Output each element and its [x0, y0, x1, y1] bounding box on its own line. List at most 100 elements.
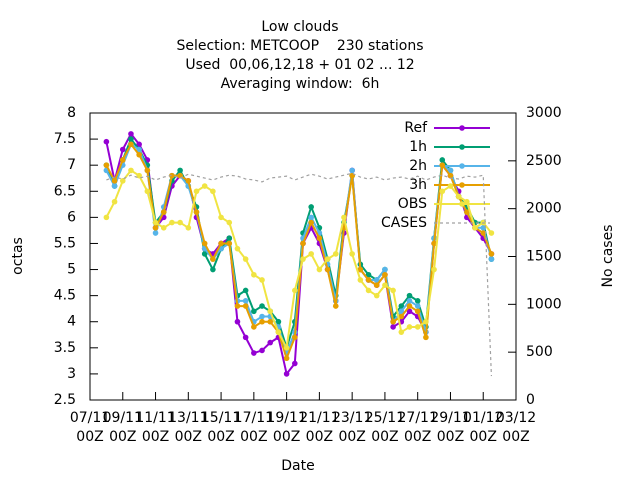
series-point — [242, 256, 249, 262]
series-point — [259, 303, 265, 309]
series-point — [357, 266, 364, 273]
series-point — [488, 256, 495, 262]
series-point — [308, 219, 314, 226]
series-point — [300, 240, 306, 247]
series-point — [398, 303, 405, 309]
chart-title: Low clouds — [261, 19, 338, 35]
y-tick-label: 2.5 — [54, 392, 76, 408]
x-tick-label: 11/11 00Z — [135, 410, 175, 445]
series-point — [316, 266, 323, 273]
series-point — [357, 277, 364, 283]
series-point — [111, 178, 118, 184]
series-point — [439, 188, 446, 195]
series-point — [292, 287, 298, 294]
series-point — [201, 240, 208, 247]
y2-tick-label: 1000 — [526, 296, 562, 312]
series-point — [275, 329, 282, 335]
series-point — [242, 303, 249, 309]
series-point — [234, 303, 241, 309]
series-point — [226, 240, 233, 247]
x-tick-label: 17/11 00Z — [234, 410, 274, 445]
series-point — [308, 251, 314, 257]
series-point — [111, 183, 118, 189]
series-point — [324, 256, 331, 262]
series-point — [259, 313, 265, 320]
series-point — [136, 141, 142, 148]
series-point — [439, 162, 446, 168]
series-point — [251, 350, 257, 356]
chart-title: Averaging window: 6h — [221, 76, 380, 92]
series-point — [259, 347, 265, 354]
y-tick-label: 3.5 — [54, 340, 76, 356]
series-point — [292, 334, 298, 341]
series-point — [267, 339, 274, 346]
series-point — [316, 235, 323, 242]
series-point — [439, 157, 446, 163]
series-point — [431, 266, 437, 273]
series-point — [242, 287, 249, 294]
series-point — [406, 303, 413, 309]
y2-tick-label: 1500 — [526, 249, 562, 265]
y2-tick-label: 2500 — [526, 153, 562, 169]
series-point — [283, 355, 290, 362]
series-point — [201, 251, 208, 257]
series-point — [447, 172, 454, 179]
series-point — [193, 209, 200, 215]
series-point — [111, 198, 118, 205]
series-point — [382, 271, 388, 278]
x-tick-label: 03/12 00Z — [496, 410, 536, 445]
series-point — [210, 188, 216, 195]
x-tick-label: 19/11 00Z — [266, 410, 306, 445]
series-point — [275, 318, 282, 325]
y-tick-label: 3 — [67, 366, 76, 382]
series-point — [414, 298, 421, 304]
series-point — [103, 214, 110, 221]
series-point — [185, 225, 192, 231]
series-point — [185, 178, 192, 184]
x-tick-label: 13/11 00Z — [168, 410, 208, 445]
y2-tick-label: 2000 — [526, 201, 562, 217]
series-point — [349, 167, 355, 174]
x-tick-label: 01/12 00Z — [463, 410, 503, 445]
series-point — [365, 277, 372, 283]
series-point — [177, 167, 183, 174]
series-point — [406, 324, 413, 330]
series-point — [414, 303, 421, 309]
x-tick-label: 25/11 00Z — [365, 410, 405, 445]
legend-marker — [459, 144, 465, 150]
legend-label: OBS — [398, 196, 427, 212]
series-point — [136, 151, 142, 158]
series-point — [128, 141, 134, 148]
legend-marker — [459, 201, 465, 207]
series-point — [128, 167, 134, 174]
series-point — [480, 230, 487, 236]
legend-marker — [459, 163, 465, 169]
series-point — [365, 287, 372, 294]
series-point — [267, 308, 274, 315]
y-axis-label: octas — [10, 237, 26, 275]
y2-tick-label: 3000 — [526, 105, 562, 121]
series-point — [234, 245, 241, 252]
x-tick-label: 23/11 00Z — [332, 410, 372, 445]
series-point — [480, 225, 487, 231]
series-point — [292, 360, 298, 367]
y-tick-label: 8 — [67, 105, 76, 121]
series-point — [349, 251, 355, 257]
series-point — [103, 138, 110, 145]
y-tick-label: 6.5 — [54, 183, 76, 199]
y-tick-label: 5.5 — [54, 235, 76, 251]
legend-marker — [459, 182, 465, 188]
series-point — [242, 334, 249, 341]
series-point — [455, 193, 462, 200]
series-point — [160, 209, 167, 215]
series-point — [119, 157, 126, 163]
series-point — [128, 131, 134, 137]
series-point — [332, 251, 339, 257]
y2-tick-label: 500 — [526, 344, 553, 360]
series-point — [210, 256, 216, 262]
series-point — [128, 136, 134, 142]
legend-label: CASES — [381, 215, 427, 231]
series-point — [144, 188, 151, 195]
series-point — [152, 230, 159, 236]
series-point — [308, 204, 314, 210]
